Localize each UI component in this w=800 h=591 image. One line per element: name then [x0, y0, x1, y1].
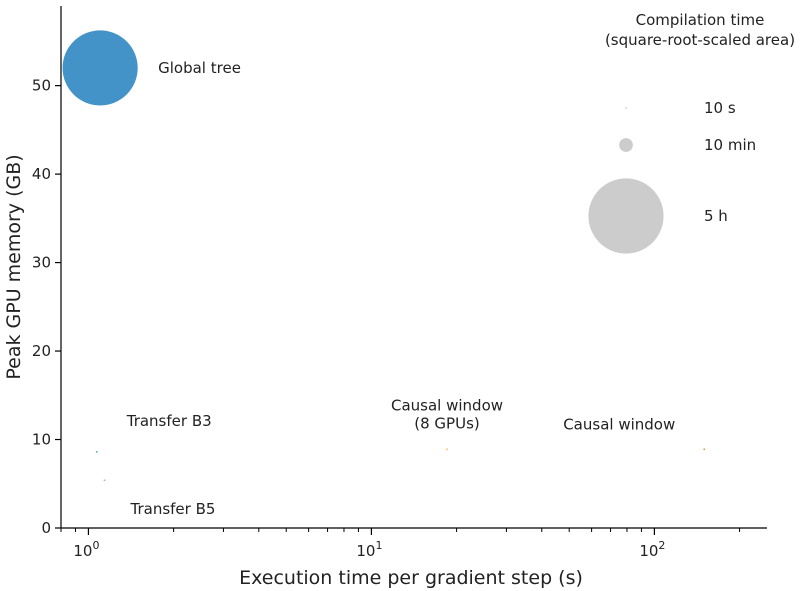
- legend-label: 10 min: [704, 136, 756, 154]
- x-tick-label: 101: [356, 539, 382, 560]
- legend-title: Compilation time (square-root-scaled area…: [605, 11, 795, 49]
- data-point: [103, 479, 106, 482]
- legend-label: 5 h: [704, 207, 728, 225]
- y-tick-label: 40: [32, 165, 51, 183]
- legend-label: 10 s: [704, 99, 736, 117]
- y-tick-label: 30: [32, 254, 51, 272]
- data-point: [703, 448, 706, 451]
- point-labels: Global tree Transfer B3 Transfer B5 Causal …: [126, 59, 675, 518]
- data-point: [95, 451, 98, 453]
- x-tick-label: 102: [639, 539, 665, 560]
- legend-marker: [619, 138, 633, 152]
- data-point: [446, 448, 448, 451]
- size-legend: Compilation time (square-root-scaled area…: [588, 11, 795, 254]
- point-label: Global tree: [158, 59, 241, 77]
- x-axis-label: Execution time per gradient step (s): [239, 567, 583, 589]
- y-tick-label: 20: [32, 342, 51, 360]
- point-label: Causal window (8 GPUs): [391, 396, 503, 432]
- point-label: Transfer B3: [126, 412, 212, 430]
- point-label: Transfer B5: [130, 500, 216, 518]
- y-tick-label: 50: [32, 77, 51, 95]
- axes: 0 10 20 30 40 50 100 101 102: [32, 6, 767, 560]
- y-tick-label: 10: [32, 431, 51, 449]
- data-points: [62, 30, 706, 482]
- legend-marker: [625, 107, 627, 109]
- y-axis-label: Peak GPU memory (GB): [3, 154, 25, 379]
- y-tick-label: 0: [41, 519, 51, 537]
- legend-marker: [588, 178, 664, 254]
- data-point: [62, 30, 138, 106]
- point-label: Causal window: [563, 415, 675, 433]
- x-tick-label: 100: [73, 539, 99, 560]
